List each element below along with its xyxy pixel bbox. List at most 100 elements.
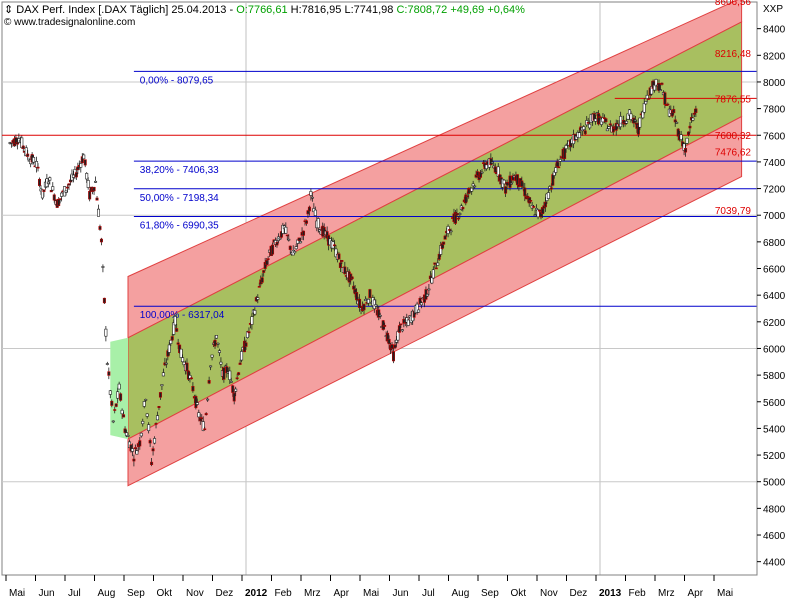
candle-body xyxy=(130,448,134,452)
candle-body xyxy=(175,328,179,332)
candle-body xyxy=(117,383,121,390)
candle-body xyxy=(563,148,567,159)
candle-body xyxy=(235,377,239,380)
x-tick-label: Aug xyxy=(452,588,470,599)
candle-body xyxy=(608,123,612,126)
candle-body xyxy=(362,303,366,311)
candle-body xyxy=(694,108,698,113)
fib-label-2: 50,00% - 7198,34 xyxy=(140,193,219,204)
candle-body xyxy=(582,126,586,130)
candle-body xyxy=(285,234,289,237)
candle-body xyxy=(32,157,36,163)
x-tick-label: Jul xyxy=(68,588,81,599)
candle-body xyxy=(157,406,161,408)
y-tick-label: 8400 xyxy=(763,25,786,36)
candle-body xyxy=(111,420,115,423)
candle-body xyxy=(195,402,199,405)
candle-body xyxy=(310,196,314,199)
y-tick-label: 8200 xyxy=(763,51,786,62)
candle-body xyxy=(431,269,435,279)
candle-body xyxy=(185,362,189,372)
candle-body xyxy=(250,316,254,325)
candle-body xyxy=(387,338,391,345)
candle-body xyxy=(684,148,688,153)
candle-body xyxy=(147,424,151,431)
candle-body xyxy=(217,350,221,353)
x-tick-label: Mai xyxy=(9,588,25,599)
candle-body xyxy=(260,277,264,283)
candle-body xyxy=(529,200,533,202)
header-symbol: DAX Perf. Index [.DAX Täglich] xyxy=(16,4,169,16)
x-tick-label: Mrz xyxy=(304,588,321,599)
candle-body xyxy=(449,230,453,233)
candle-body xyxy=(119,393,123,401)
candle-body xyxy=(691,117,695,121)
candle-body xyxy=(287,238,291,241)
candle-body xyxy=(393,344,397,349)
candle-body xyxy=(194,396,198,409)
candle-body xyxy=(523,187,527,197)
candle-body xyxy=(206,398,210,401)
candle-body xyxy=(48,177,52,181)
x-tick-label: Mai xyxy=(363,588,379,599)
fib-label-1: 38,20% - 7406,33 xyxy=(140,165,219,176)
candle-body xyxy=(338,262,342,269)
candle-body xyxy=(366,299,370,304)
candle-body xyxy=(532,206,536,208)
header-high: H:7816,95 xyxy=(290,4,342,16)
header-change: +49,69 xyxy=(450,4,485,16)
x-tick-label: Apr xyxy=(688,588,704,599)
candle-body xyxy=(154,423,158,425)
candle-body xyxy=(374,304,378,307)
y-tick-label: 8000 xyxy=(763,78,786,89)
candle-body xyxy=(307,206,311,212)
candle-body xyxy=(88,190,92,200)
x-tick-label: 2013 xyxy=(599,588,622,599)
candle-body xyxy=(406,319,410,326)
candle-body xyxy=(133,447,137,450)
candle-body xyxy=(144,399,148,401)
candle-body xyxy=(288,245,292,250)
x-tick-label: Sep xyxy=(481,588,499,599)
candle-body xyxy=(332,244,336,247)
candle-body xyxy=(378,315,382,317)
candle-body xyxy=(120,409,124,415)
candle-body xyxy=(156,415,160,421)
right-level-label-2: 7876,55 xyxy=(715,94,752,105)
y-tick-label: 7800 xyxy=(763,105,786,116)
candle-body xyxy=(139,432,143,437)
candle-body xyxy=(135,450,139,455)
candle-body xyxy=(216,342,220,345)
candle-body xyxy=(502,179,506,185)
candle-body xyxy=(85,173,89,180)
candle-body xyxy=(533,214,537,216)
candle-body xyxy=(71,174,75,178)
candle-body xyxy=(234,388,238,392)
candle-body xyxy=(597,113,601,125)
candle-body xyxy=(95,197,99,201)
candle-body xyxy=(604,118,608,123)
candle-body xyxy=(551,174,555,186)
header-collapse-icon[interactable]: ⇕ xyxy=(4,4,14,16)
candle-body xyxy=(688,125,692,129)
chart-header: ⇕ DAX Perf. Index [.DAX Täglich] 25.04.2… xyxy=(4,4,525,16)
candle-body xyxy=(583,130,587,135)
candle-body xyxy=(293,251,297,254)
candle-body xyxy=(394,339,398,343)
candle-body xyxy=(141,421,145,425)
candle-body xyxy=(588,123,592,129)
y-tick-label: 7400 xyxy=(763,158,786,169)
candle-body xyxy=(201,421,205,431)
y-tick-label: 6800 xyxy=(763,238,786,249)
candle-body xyxy=(215,335,219,339)
y-tick-label: 5000 xyxy=(763,478,786,489)
candle-body xyxy=(213,339,217,347)
candle-body xyxy=(465,195,469,198)
candle-body xyxy=(663,92,667,105)
candle-body xyxy=(538,209,542,212)
candle-body xyxy=(21,145,25,149)
candle-body xyxy=(266,258,270,260)
axis-unit-label: XXP xyxy=(763,4,783,15)
candle-body xyxy=(52,194,56,201)
